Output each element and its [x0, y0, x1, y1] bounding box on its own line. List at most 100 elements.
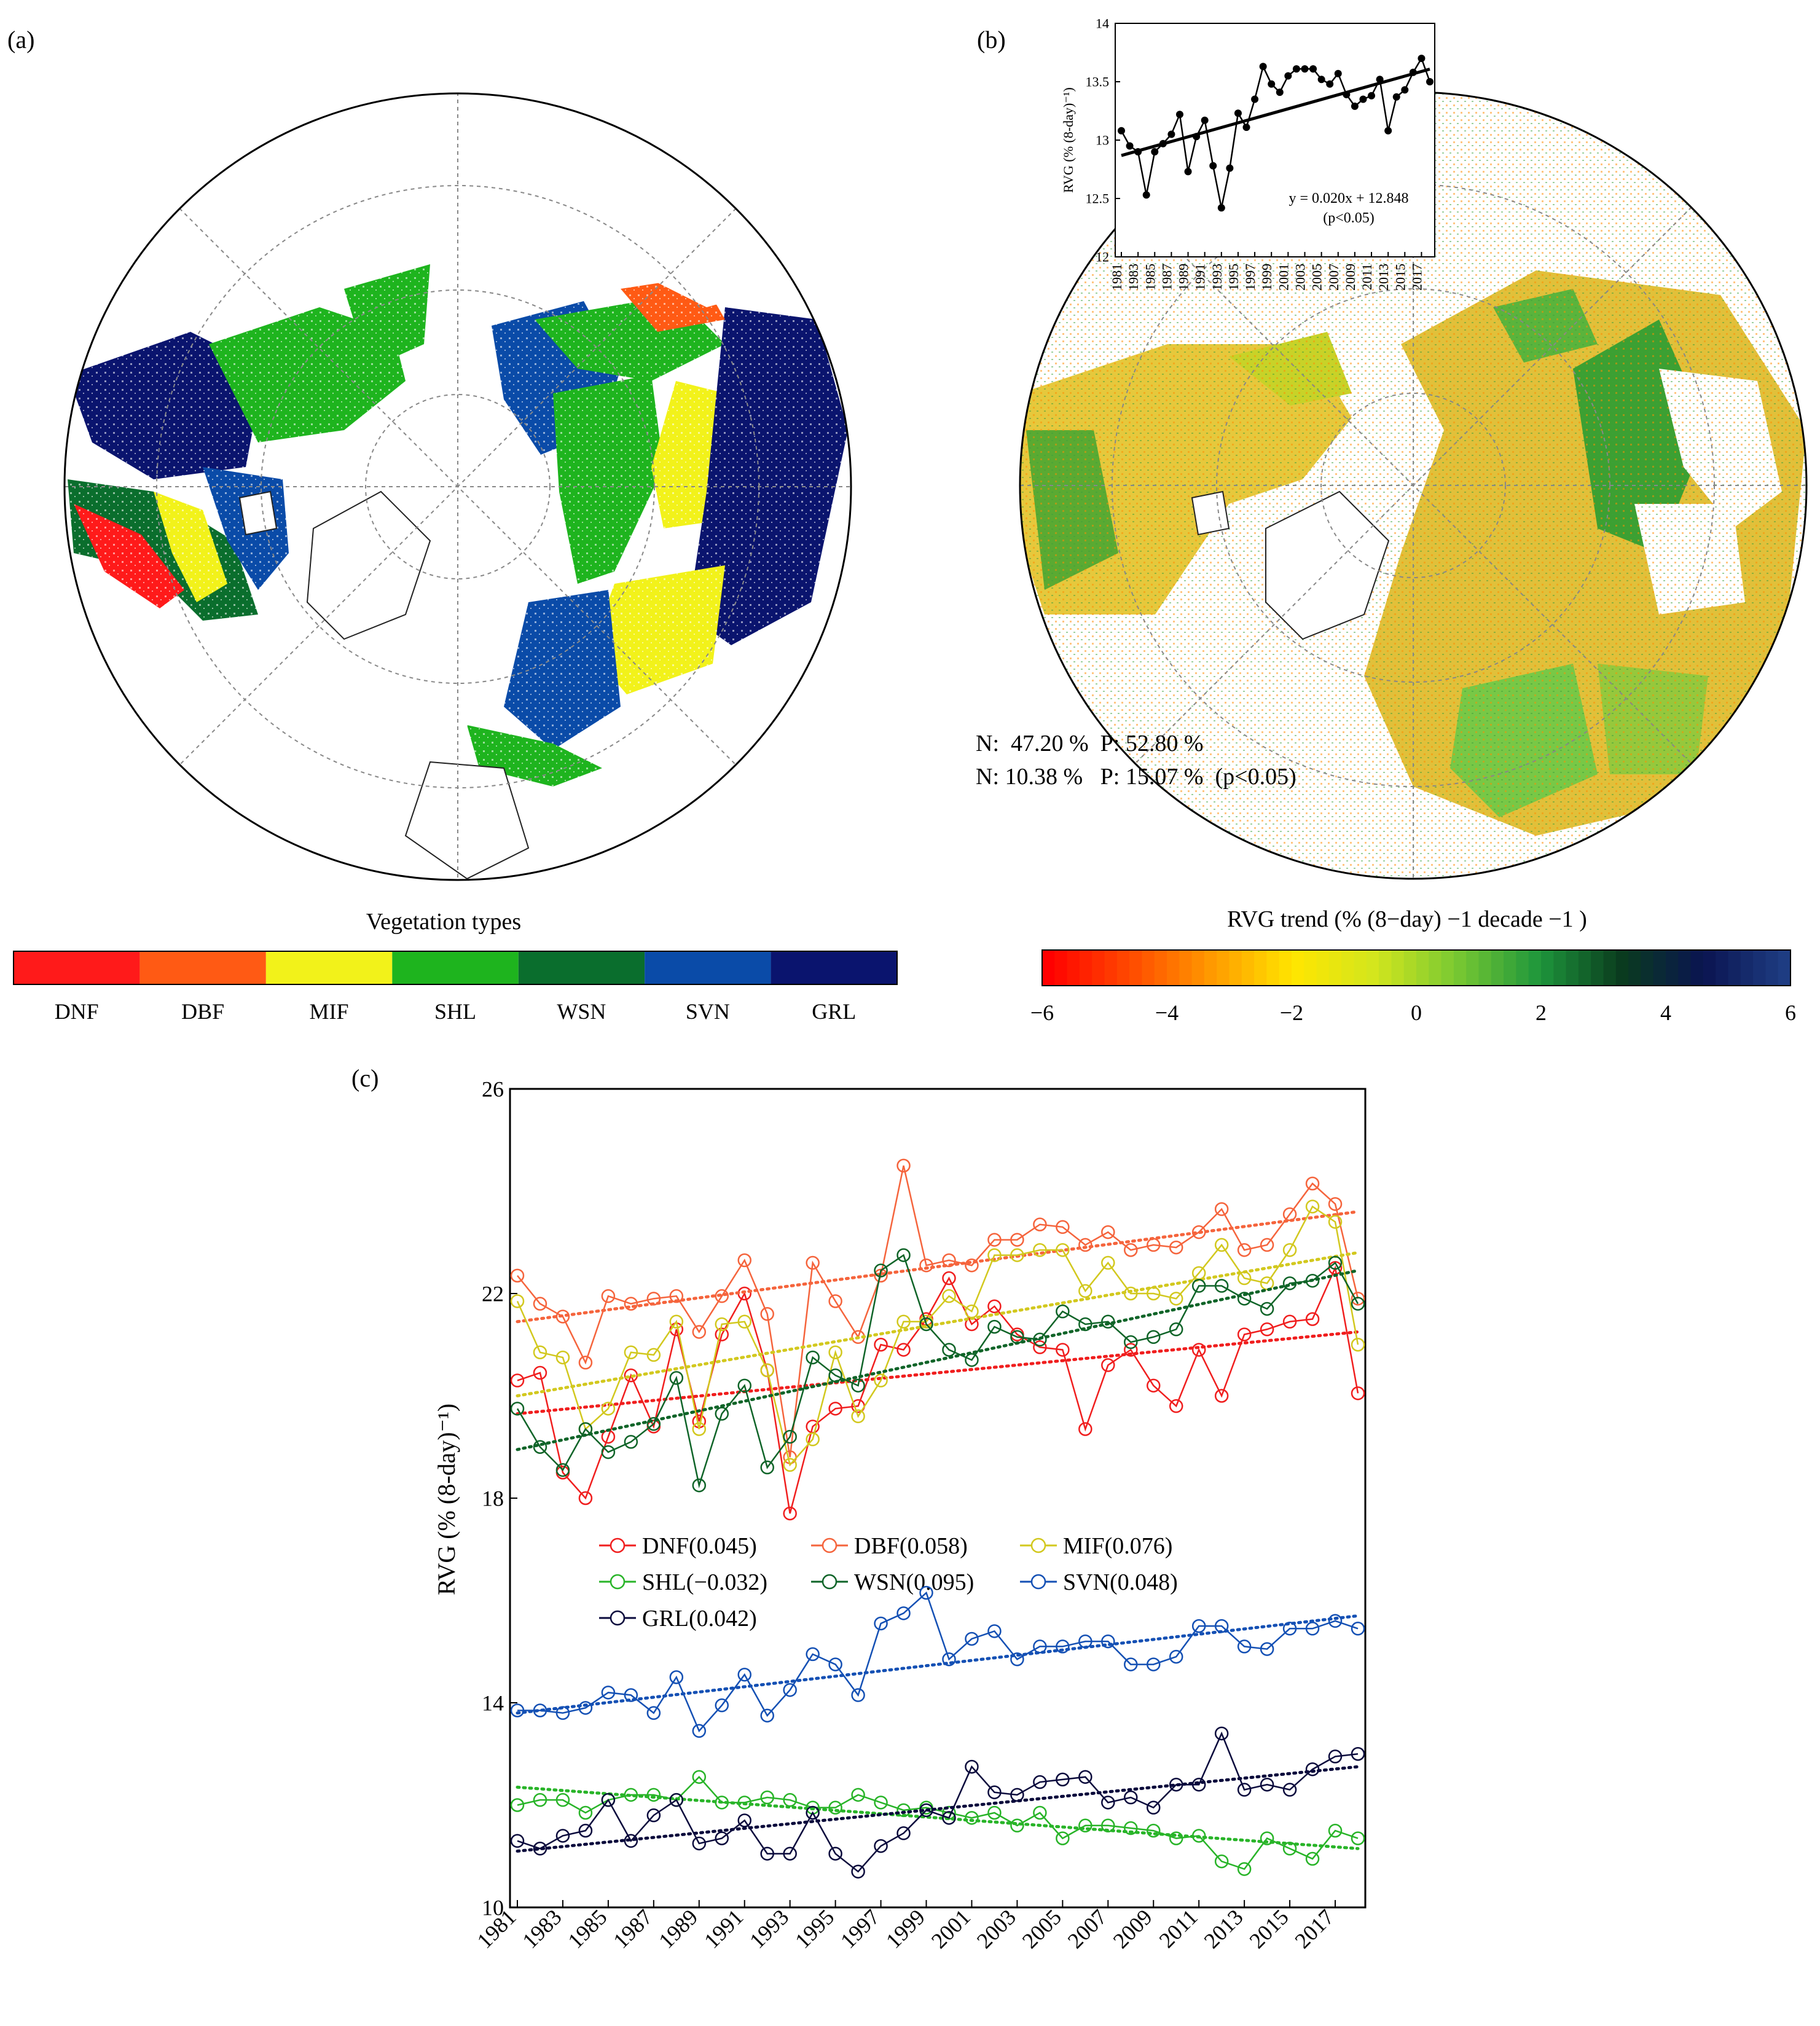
inset-point: [1167, 130, 1175, 138]
colorbar-segment: [1641, 950, 1654, 986]
inset-point: [1326, 80, 1334, 88]
colorbar-segment: [1316, 950, 1330, 986]
point-mif: [692, 1422, 707, 1436]
point-shl: [828, 1800, 842, 1815]
inset-point: [1284, 72, 1292, 80]
colorbar-tick-label: −6: [1030, 1000, 1054, 1025]
point-shl: [646, 1788, 661, 1802]
point-mif: [806, 1432, 820, 1447]
point-grl: [1237, 1783, 1252, 1797]
colorbar-segment: [1628, 950, 1642, 986]
point-dbf: [1078, 1238, 1092, 1252]
colorbar-segment: [1553, 950, 1567, 986]
point-wsn: [760, 1460, 774, 1475]
colorbar-segment: [1354, 950, 1367, 986]
point-dbf: [1124, 1243, 1138, 1257]
inset-point: [1276, 88, 1284, 96]
colorbar-segment: [1104, 950, 1118, 986]
point-wsn: [646, 1417, 661, 1431]
x-tick-label: 2015: [1392, 264, 1408, 291]
inset-point: [1301, 65, 1309, 73]
point-wsn: [965, 1353, 979, 1367]
point-dnf: [987, 1299, 1002, 1314]
inset-point: [1292, 65, 1300, 73]
colorbar-segment: [1778, 950, 1791, 986]
colorbar-tick-label: −2: [1280, 1000, 1303, 1025]
x-tick-label: 1985: [563, 1904, 611, 1953]
point-dbf: [874, 1268, 888, 1283]
point-grl: [555, 1829, 570, 1843]
colorbar-segment: [1753, 950, 1767, 986]
colorbar-tick-label: 0: [1411, 1000, 1422, 1025]
y-tick-label: 26: [482, 1077, 504, 1102]
point-wsn: [510, 1402, 525, 1416]
legend-label-grl: GRL(0.042): [642, 1606, 757, 1631]
x-tick-label: 2015: [1245, 1904, 1293, 1953]
x-tick-label: 1987: [608, 1904, 657, 1953]
colorbar-segment: [1466, 950, 1480, 986]
colorbar-label-dnf: DNF: [55, 999, 99, 1024]
point-dbf: [987, 1233, 1002, 1247]
trend-line-svn: [516, 1614, 1360, 1715]
point-shl: [533, 1792, 547, 1807]
x-tick-label: 1989: [654, 1904, 702, 1953]
point-dnf: [1124, 1343, 1138, 1357]
point-dnf: [1260, 1322, 1274, 1337]
point-dnf: [1033, 1340, 1047, 1354]
x-tick-label: 1991: [699, 1904, 748, 1953]
point-wsn: [1191, 1279, 1206, 1293]
point-svn: [1328, 1614, 1343, 1628]
colorbar-segment: [1229, 950, 1242, 986]
panel-b-stats-line2: N: 10.38 % P: 15.07 % (p<0.05): [976, 764, 1296, 790]
inset-point: [1175, 111, 1183, 119]
inset-point: [1201, 116, 1209, 124]
point-grl: [1191, 1777, 1206, 1792]
point-svn: [806, 1647, 820, 1662]
x-tick-label: 2009: [1108, 1904, 1157, 1953]
point-grl: [692, 1836, 707, 1851]
x-tick-label: 2001: [927, 1904, 975, 1953]
inset-point: [1368, 92, 1376, 100]
point-wsn: [555, 1463, 570, 1477]
point-shl: [1146, 1823, 1161, 1838]
x-tick-label: 2017: [1290, 1904, 1338, 1953]
colorbar-segment: [1416, 950, 1430, 986]
point-svn: [1146, 1657, 1161, 1671]
point-dnf: [578, 1491, 593, 1506]
point-mif: [1101, 1255, 1115, 1270]
colorbar-segment: [1666, 950, 1679, 986]
point-mif: [874, 1373, 888, 1388]
colorbar-segment: [1740, 950, 1754, 986]
inset-point: [1234, 109, 1242, 117]
point-shl: [737, 1796, 751, 1810]
legend-marker-mif: [1030, 1537, 1046, 1553]
inset-point: [1142, 191, 1150, 199]
colorbar-segment: [1391, 950, 1405, 986]
point-shl: [1078, 1818, 1092, 1833]
inset-point: [1359, 95, 1367, 103]
point-mif: [555, 1350, 570, 1365]
colorbar-segment: [1491, 950, 1505, 986]
point-dnf: [1237, 1327, 1252, 1341]
point-wsn: [692, 1478, 707, 1493]
legend-marker-dnf: [610, 1537, 626, 1553]
point-mif: [601, 1402, 616, 1416]
point-dbf: [533, 1297, 547, 1311]
point-shl: [1328, 1823, 1343, 1838]
colorbar-tick-label: 2: [1536, 1000, 1547, 1025]
panel-b: (b): [976, 26, 1808, 1025]
y-tick-label: 18: [482, 1486, 504, 1511]
point-svn: [1033, 1639, 1047, 1654]
colorbar-segment: [1341, 950, 1355, 986]
inset-point: [1193, 133, 1201, 141]
colorbar-segment: [1129, 950, 1143, 986]
colorbar-segment: [1478, 950, 1492, 986]
x-tick-label: 1989: [1176, 264, 1191, 291]
point-svn: [510, 1703, 525, 1718]
point-svn: [987, 1624, 1002, 1638]
point-shl: [1033, 1805, 1047, 1820]
inset-point: [1309, 65, 1317, 73]
point-shl: [1169, 1831, 1183, 1845]
point-svn: [942, 1652, 956, 1667]
